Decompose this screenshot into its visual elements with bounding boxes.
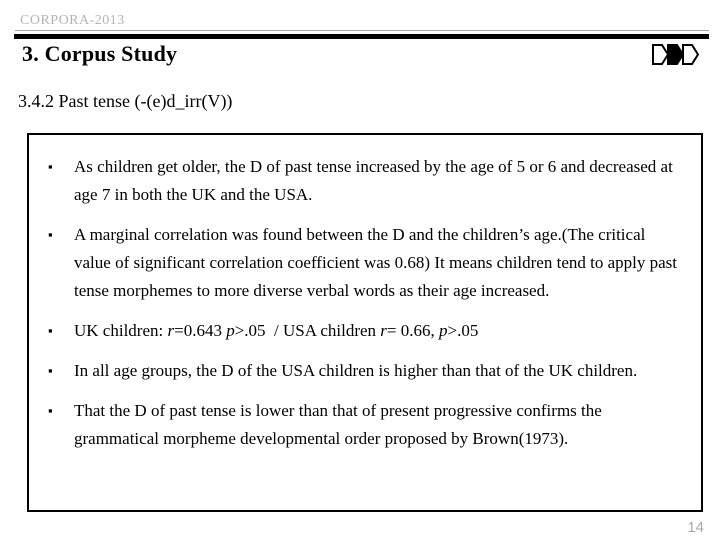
bullet-text: A marginal correlation was found between… [74, 225, 677, 300]
d-pentagon-outline-icon [652, 44, 669, 65]
header-thick-rule [14, 34, 709, 39]
bullet-list: ▪ As children get older, the D of past te… [46, 153, 677, 453]
page-title: 3. Corpus Study [22, 41, 178, 66]
bullet-item: ▪ That the D of past tense is lower than … [46, 397, 677, 453]
square-bullet-icon: ▪ [48, 227, 53, 242]
bullet-item: ▪ As children get older, the D of past te… [46, 153, 677, 209]
bullet-item: ▪ UK children: r=0.643 p>.05 / USA childr… [46, 317, 677, 345]
slide-subtitle: 3.4.2 Past tense (-(e)d_irr(V)) [18, 91, 233, 111]
bullet-text: As children get older, the D of past ten… [74, 157, 673, 204]
d-pentagon-filled-icon [667, 44, 684, 65]
bullet-text: In all age groups, the D of the USA chil… [74, 361, 638, 380]
header-thin-rule [15, 30, 709, 31]
bullet-text: That the D of past tense is lower than t… [74, 401, 602, 448]
d-pentagon-outline-icon [682, 44, 699, 65]
slide-header-label: CORPORA-2013 [20, 13, 125, 28]
square-bullet-icon: ▪ [48, 403, 53, 418]
page-number: 14 [687, 519, 704, 536]
content-box: ▪ As children get older, the D of past te… [27, 133, 703, 512]
square-bullet-icon: ▪ [48, 323, 53, 338]
square-bullet-icon: ▪ [48, 363, 53, 378]
bullet-item: ▪ A marginal correlation was found betwee… [46, 221, 677, 305]
square-bullet-icon: ▪ [48, 159, 53, 174]
header-shape-icons [652, 44, 699, 65]
bullet-item: ▪ In all age groups, the D of the USA chi… [46, 357, 677, 385]
bullet-text: UK children: r=0.643 p>.05 / USA childre… [74, 321, 479, 340]
